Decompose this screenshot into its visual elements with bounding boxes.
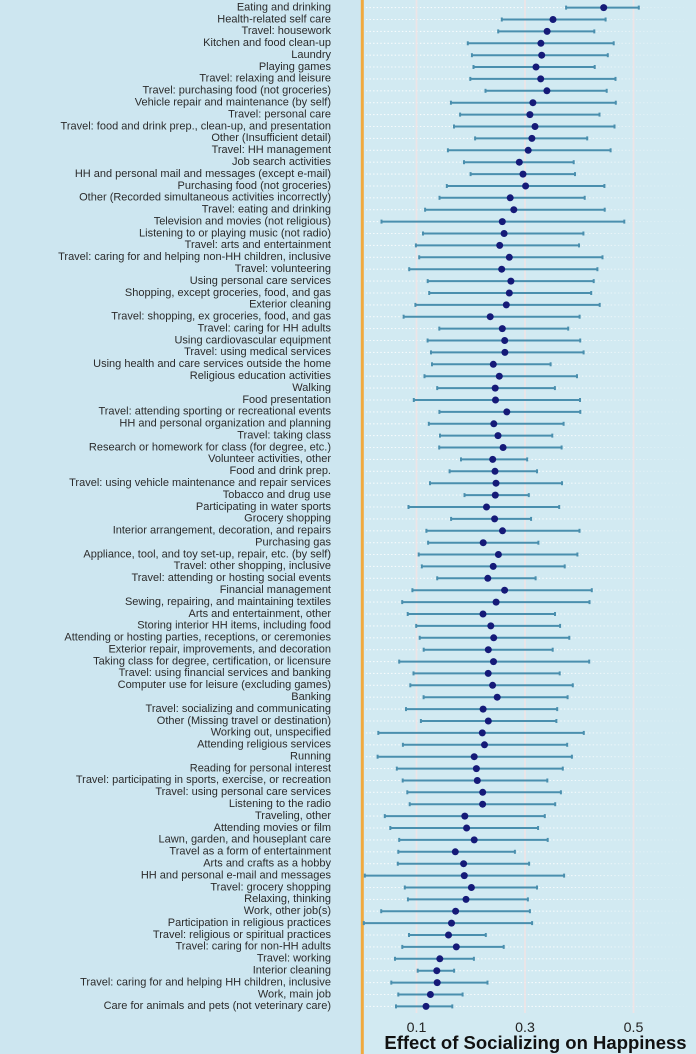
svg-text:Health-related self care: Health-related self care [217, 13, 331, 25]
svg-text:Travel as a form of entertainm: Travel as a form of entertainment [169, 846, 331, 858]
svg-text:Exterior cleaning: Exterior cleaning [249, 299, 331, 311]
svg-text:Shopping, except groceries, fo: Shopping, except groceries, food, and ga… [125, 287, 332, 299]
svg-text:Other (Insufficient detail): Other (Insufficient detail) [211, 132, 331, 144]
svg-text:Care for animals and pets (not: Care for animals and pets (not veterinar… [104, 1000, 331, 1012]
svg-text:Attending or hosting parties,: Attending or hosting parties, receptions… [64, 632, 331, 644]
svg-text:Travel: taking class: Travel: taking class [237, 429, 331, 441]
svg-text:Other (Recorded simultaneous a: Other (Recorded simultaneous activities … [79, 192, 331, 204]
svg-text:Working out, unspecified: Working out, unspecified [211, 727, 331, 739]
svg-text:Travel: working: Travel: working [257, 953, 331, 965]
svg-text:Reading for personal interest: Reading for personal interest [190, 762, 331, 774]
svg-text:Purchasing gas: Purchasing gas [255, 537, 331, 549]
svg-text:Lawn, garden, and houseplant c: Lawn, garden, and houseplant care [159, 834, 331, 846]
svg-text:Eating and drinking: Eating and drinking [237, 1, 331, 13]
svg-text:HH and personal e-mail and mes: HH and personal e-mail and messages [141, 869, 332, 881]
svg-text:Job search activities: Job search activities [232, 156, 332, 168]
svg-text:Volunteer activities, other: Volunteer activities, other [208, 453, 331, 465]
svg-text:Using cardiovascular equipment: Using cardiovascular equipment [174, 334, 331, 346]
svg-text:Travel: other shopping, inclus: Travel: other shopping, inclusive [174, 560, 331, 572]
svg-text:Travel: relaxing and leisure: Travel: relaxing and leisure [199, 73, 331, 85]
svg-text:Relaxing, thinking: Relaxing, thinking [244, 893, 331, 905]
svg-text:Travel: religious or spiritual: Travel: religious or spiritual practices [153, 929, 332, 941]
svg-text:Travel: eating and drinking: Travel: eating and drinking [202, 204, 331, 216]
svg-text:Financial management: Financial management [220, 584, 331, 596]
svg-text:Interior arrangement, decorati: Interior arrangement, decoration, and re… [113, 525, 332, 537]
svg-text:Interior cleaning: Interior cleaning [253, 965, 331, 977]
svg-text:Storing interior HH items, inc: Storing interior HH items, including foo… [137, 620, 331, 632]
svg-text:Travel: personal care: Travel: personal care [228, 108, 331, 120]
svg-text:Travel: volunteering: Travel: volunteering [235, 263, 331, 275]
svg-text:Laundry: Laundry [291, 49, 331, 61]
svg-text:Travel: caring for non-HH adul: Travel: caring for non-HH adults [176, 941, 332, 953]
svg-text:Purchasing food (not groceries: Purchasing food (not groceries) [178, 180, 331, 192]
svg-text:Travel: grocery shopping: Travel: grocery shopping [210, 881, 331, 893]
svg-text:Listening to the radio: Listening to the radio [229, 798, 331, 810]
svg-text:Travel: food and drink prep.,: Travel: food and drink prep., clean-up, … [61, 120, 331, 132]
svg-text:Travel: purchasing food (not g: Travel: purchasing food (not groceries) [142, 85, 331, 97]
svg-text:Food presentation: Food presentation [242, 394, 331, 406]
svg-text:Traveling, other: Traveling, other [255, 810, 331, 822]
svg-text:Participating in water sports: Participating in water sports [196, 501, 332, 513]
svg-text:Banking: Banking [291, 691, 331, 703]
svg-text:Appliance, tool, and toy set-u: Appliance, tool, and toy set-up, repair,… [83, 548, 331, 560]
svg-text:Vehicle repair and maintenance: Vehicle repair and maintenance (by self) [135, 97, 331, 109]
svg-text:Tobacco and drug use: Tobacco and drug use [223, 489, 331, 501]
svg-text:Sewing, repairing, and maintai: Sewing, repairing, and maintaining texti… [125, 596, 332, 608]
svg-text:Other (Missing travel or desti: Other (Missing travel or destination) [157, 715, 331, 727]
svg-text:Arts and crafts as a hobby: Arts and crafts as a hobby [203, 858, 331, 870]
svg-text:Travel: caring for and helping: Travel: caring for and helping non-HH ch… [58, 251, 331, 263]
svg-text:Grocery shopping: Grocery shopping [244, 513, 331, 525]
svg-text:Travel: arts and entertainment: Travel: arts and entertainment [185, 239, 331, 251]
svg-text:Travel: caring for HH adults: Travel: caring for HH adults [198, 322, 332, 334]
svg-text:Travel: participating in sport: Travel: participating in sports, exercis… [76, 774, 331, 786]
svg-text:Walking: Walking [292, 382, 331, 394]
svg-text:Listening to or playing music: Listening to or playing music (not radio… [139, 227, 331, 239]
svg-text:Computer use for leisure (excl: Computer use for leisure (excluding game… [118, 679, 331, 691]
svg-text:Arts and entertainment, other: Arts and entertainment, other [189, 608, 332, 620]
svg-text:Work, main job: Work, main job [258, 988, 331, 1000]
svg-text:Travel: using vehicle maintena: Travel: using vehicle maintenance and re… [69, 477, 331, 489]
svg-text:Research or homework for class: Research or homework for class (for degr… [89, 441, 331, 453]
svg-text:HH and personal mail and messa: HH and personal mail and messages (excep… [75, 168, 331, 180]
svg-text:Travel: caring for and helping: Travel: caring for and helping HH childr… [80, 976, 331, 988]
svg-text:Travel: socializing and commun: Travel: socializing and communicating [146, 703, 331, 715]
svg-text:Participation in religious pra: Participation in religious practices [168, 917, 332, 929]
svg-text:Travel: using financial servic: Travel: using financial services and ban… [119, 667, 331, 679]
svg-text:Taking class for degree, certi: Taking class for degree, certification, … [93, 655, 331, 667]
svg-text:Effect of Socializing on Happi: Effect of Socializing on Happiness [384, 1032, 686, 1053]
svg-text:Exterior repair, improvements,: Exterior repair, improvements, and decor… [108, 644, 331, 656]
svg-text:Kitchen and food clean-up: Kitchen and food clean-up [203, 37, 331, 49]
svg-text:Travel: shopping, ex groceries: Travel: shopping, ex groceries, food, an… [111, 311, 331, 323]
svg-text:Travel: housework: Travel: housework [242, 25, 332, 37]
svg-text:Running: Running [290, 751, 331, 763]
svg-text:Television and movies (not rel: Television and movies (not religious) [154, 215, 331, 227]
svg-text:Attending religious services: Attending religious services [197, 739, 331, 751]
svg-text:Playing games: Playing games [259, 61, 332, 73]
svg-text:Travel: using personal care se: Travel: using personal care services [155, 786, 331, 798]
svg-text:Travel: attending sporting or: Travel: attending sporting or recreation… [98, 406, 331, 418]
svg-text:Travel: using medical services: Travel: using medical services [184, 346, 331, 358]
svg-text:HH and personal organization a: HH and personal organization and plannin… [119, 418, 331, 430]
svg-text:Food and drink prep.: Food and drink prep. [229, 465, 331, 477]
svg-text:Travel: HH management: Travel: HH management [212, 144, 331, 156]
svg-text:Travel: attending or hosting s: Travel: attending or hosting social even… [131, 572, 331, 584]
svg-text:Using personal care services: Using personal care services [190, 275, 332, 287]
svg-text:Attending movies or film: Attending movies or film [214, 822, 331, 834]
svg-text:Religious education activities: Religious education activities [190, 370, 332, 382]
svg-text:Work, other job(s): Work, other job(s) [244, 905, 331, 917]
svg-text:Using health and care services: Using health and care services outside t… [93, 358, 331, 370]
